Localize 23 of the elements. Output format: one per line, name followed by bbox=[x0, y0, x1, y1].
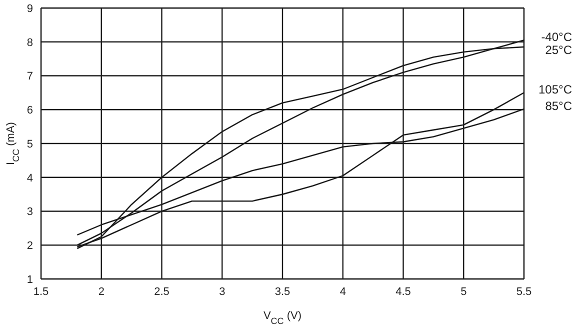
y-tick-label: 8 bbox=[26, 36, 33, 49]
x-tick-label: 4 bbox=[340, 286, 346, 298]
x-tick-label: 4.5 bbox=[396, 286, 411, 298]
x-tick-label: 5 bbox=[460, 286, 467, 298]
x-tick-label: 1.5 bbox=[33, 286, 49, 298]
x-tick-label: 2.5 bbox=[154, 286, 170, 298]
y-tick-label: 4 bbox=[26, 172, 33, 184]
y-tick-label: 1 bbox=[26, 274, 33, 286]
y-tick-label: 3 bbox=[26, 206, 33, 218]
x-tick-label: 3 bbox=[219, 286, 226, 298]
series-label: -40°C bbox=[541, 30, 572, 44]
x-tick-label: 3.5 bbox=[274, 286, 290, 298]
x-axis-title: V$_{CC}$ (V) bbox=[263, 310, 302, 326]
y-tick-label: 7 bbox=[26, 70, 33, 83]
y-tick-label: 2 bbox=[26, 240, 33, 252]
y-tick-label: 6 bbox=[26, 104, 33, 117]
y-tick-label: 9 bbox=[26, 2, 33, 15]
y-tick-label: 5 bbox=[26, 138, 33, 150]
series-label: 25°C bbox=[545, 43, 572, 58]
series-label: 105°C bbox=[538, 82, 572, 97]
x-tick-label: 2 bbox=[98, 286, 104, 298]
x-tick-label: 5.5 bbox=[516, 286, 532, 298]
series-label: 85°C bbox=[545, 98, 572, 113]
